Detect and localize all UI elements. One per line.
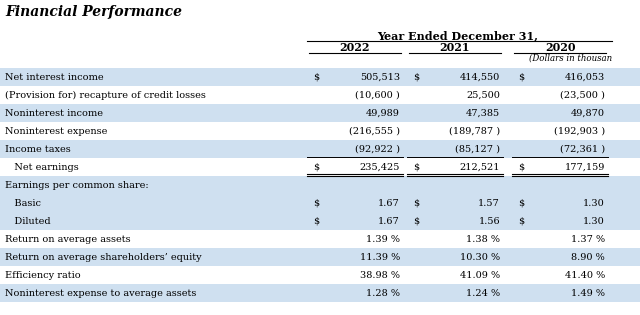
Text: 1.67: 1.67 bbox=[378, 216, 400, 226]
Text: 177,159: 177,159 bbox=[564, 163, 605, 171]
Text: 47,385: 47,385 bbox=[466, 108, 500, 117]
Text: Net interest income: Net interest income bbox=[5, 72, 104, 82]
Text: Year Ended December 31,: Year Ended December 31, bbox=[377, 30, 538, 41]
Text: 25,500: 25,500 bbox=[466, 90, 500, 100]
Text: 8.90 %: 8.90 % bbox=[572, 253, 605, 261]
Text: 2022: 2022 bbox=[340, 42, 371, 53]
Text: (92,922 ): (92,922 ) bbox=[355, 145, 400, 153]
Bar bbox=[0, 176, 640, 194]
Text: (23,500 ): (23,500 ) bbox=[560, 90, 605, 100]
Text: 416,053: 416,053 bbox=[564, 72, 605, 82]
Text: 38.98 %: 38.98 % bbox=[360, 271, 400, 279]
Text: $: $ bbox=[518, 216, 524, 226]
Text: 10.30 %: 10.30 % bbox=[460, 253, 500, 261]
Text: 1.30: 1.30 bbox=[583, 216, 605, 226]
Text: $: $ bbox=[313, 72, 319, 82]
Text: $: $ bbox=[313, 198, 319, 208]
Text: 1.28 %: 1.28 % bbox=[366, 289, 400, 297]
Text: Net earnings: Net earnings bbox=[5, 163, 79, 171]
Bar bbox=[0, 140, 640, 158]
Text: Return on average assets: Return on average assets bbox=[5, 234, 131, 243]
Text: 1.67: 1.67 bbox=[378, 198, 400, 208]
Text: 1.57: 1.57 bbox=[478, 198, 500, 208]
Bar bbox=[0, 194, 640, 212]
Text: $: $ bbox=[413, 163, 419, 171]
Text: Noninterest expense: Noninterest expense bbox=[5, 127, 108, 135]
Text: Basic: Basic bbox=[5, 198, 41, 208]
Text: 212,521: 212,521 bbox=[460, 163, 500, 171]
Text: (85,127 ): (85,127 ) bbox=[455, 145, 500, 153]
Text: 41.09 %: 41.09 % bbox=[460, 271, 500, 279]
Bar bbox=[0, 266, 640, 284]
Text: $: $ bbox=[413, 216, 419, 226]
Bar bbox=[0, 230, 640, 248]
Text: 1.38 %: 1.38 % bbox=[466, 234, 500, 243]
Text: 2020: 2020 bbox=[545, 42, 575, 53]
Text: $: $ bbox=[518, 198, 524, 208]
Text: 1.39 %: 1.39 % bbox=[366, 234, 400, 243]
Text: $: $ bbox=[413, 72, 419, 82]
Bar bbox=[0, 248, 640, 266]
Text: Efficiency ratio: Efficiency ratio bbox=[5, 271, 81, 279]
Text: 1.24 %: 1.24 % bbox=[466, 289, 500, 297]
Text: (216,555 ): (216,555 ) bbox=[349, 127, 400, 135]
Bar bbox=[0, 158, 640, 176]
Text: $: $ bbox=[518, 72, 524, 82]
Text: 1.30: 1.30 bbox=[583, 198, 605, 208]
Text: 505,513: 505,513 bbox=[360, 72, 400, 82]
Bar bbox=[0, 284, 640, 302]
Text: 2021: 2021 bbox=[440, 42, 470, 53]
Text: Noninterest income: Noninterest income bbox=[5, 108, 103, 117]
Text: $: $ bbox=[413, 198, 419, 208]
Text: 49,870: 49,870 bbox=[571, 108, 605, 117]
Text: Noninterest expense to average assets: Noninterest expense to average assets bbox=[5, 289, 196, 297]
Bar bbox=[0, 104, 640, 122]
Text: Income taxes: Income taxes bbox=[5, 145, 71, 153]
Bar bbox=[0, 68, 640, 86]
Text: (Provision for) recapture of credit losses: (Provision for) recapture of credit loss… bbox=[5, 90, 206, 100]
Text: 1.56: 1.56 bbox=[478, 216, 500, 226]
Bar bbox=[0, 212, 640, 230]
Bar bbox=[0, 122, 640, 140]
Text: $: $ bbox=[313, 216, 319, 226]
Text: $: $ bbox=[518, 163, 524, 171]
Text: 41.40 %: 41.40 % bbox=[564, 271, 605, 279]
Text: 11.39 %: 11.39 % bbox=[360, 253, 400, 261]
Text: 235,425: 235,425 bbox=[360, 163, 400, 171]
Text: Financial Performance: Financial Performance bbox=[5, 5, 182, 19]
Text: Return on average shareholders’ equity: Return on average shareholders’ equity bbox=[5, 253, 202, 261]
Text: (192,903 ): (192,903 ) bbox=[554, 127, 605, 135]
Text: $: $ bbox=[313, 163, 319, 171]
Text: (189,787 ): (189,787 ) bbox=[449, 127, 500, 135]
Text: (72,361 ): (72,361 ) bbox=[560, 145, 605, 153]
Text: 49,989: 49,989 bbox=[366, 108, 400, 117]
Text: 414,550: 414,550 bbox=[460, 72, 500, 82]
Text: Earnings per common share:: Earnings per common share: bbox=[5, 180, 148, 190]
Text: 1.49 %: 1.49 % bbox=[571, 289, 605, 297]
Text: (10,600 ): (10,600 ) bbox=[355, 90, 400, 100]
Text: (Dollars in thousan: (Dollars in thousan bbox=[529, 54, 612, 63]
Text: Diluted: Diluted bbox=[5, 216, 51, 226]
Text: 1.37 %: 1.37 % bbox=[571, 234, 605, 243]
Bar bbox=[0, 86, 640, 104]
